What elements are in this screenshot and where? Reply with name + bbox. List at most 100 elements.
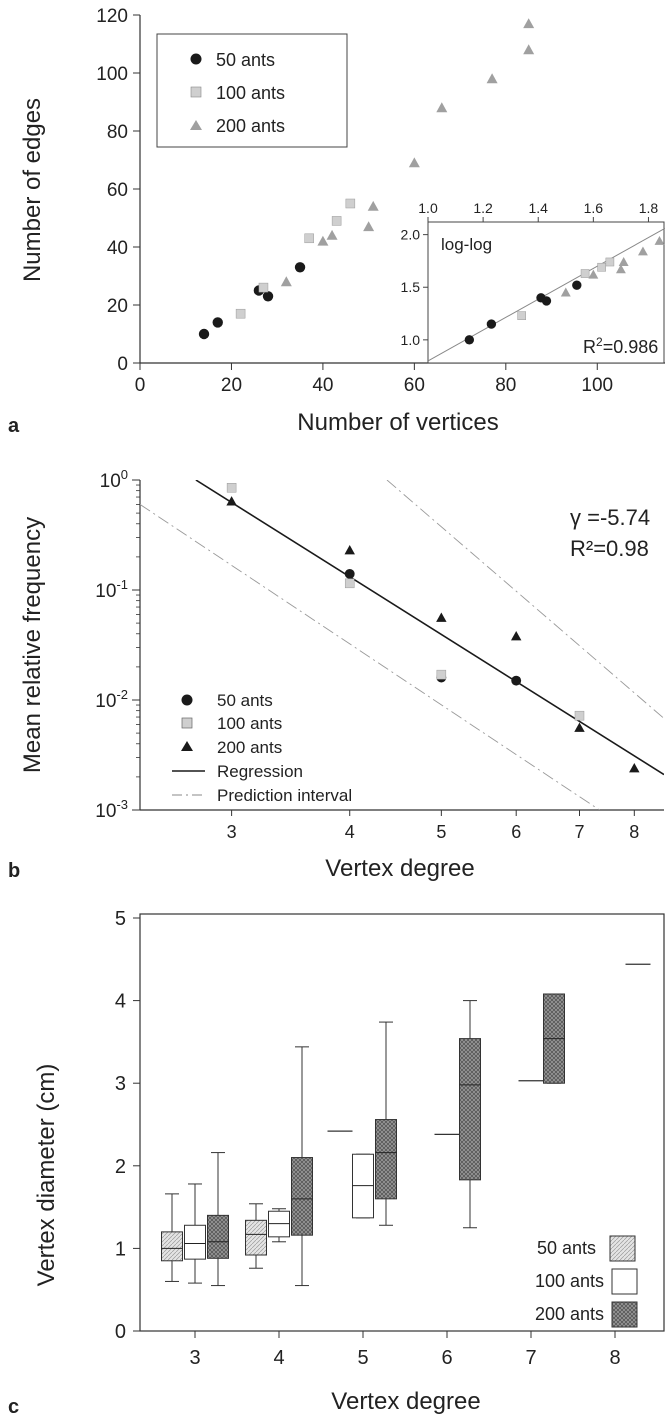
- inset-x-tick-label: 1.6: [584, 200, 604, 216]
- panel-b-y-tick-label: 10-2: [95, 687, 128, 712]
- legend-marker-50-ants: [190, 53, 202, 65]
- panel-a-point-200-ants: [363, 221, 375, 232]
- box-deg6-200-ants: [459, 1000, 481, 1229]
- panel-b-point-100-ants: [226, 483, 237, 493]
- panel-c-x-tick-label: 3: [189, 1347, 200, 1369]
- box-body: [459, 1038, 481, 1181]
- panel-a-x-tick-label: 20: [221, 375, 242, 396]
- panel-a-legend-label-50: 50 ants: [216, 50, 275, 70]
- panel-c-x-tick-label: 7: [525, 1347, 536, 1369]
- panel-a-point-200-ants: [436, 102, 448, 113]
- panel-a-point-100-ants: [235, 308, 246, 319]
- inset-point-50-ants: [541, 296, 552, 306]
- panel-b-label: b: [8, 860, 20, 882]
- panel-b-x-tick-label: 5: [436, 822, 446, 842]
- box-deg3-50-ants: [161, 1193, 183, 1282]
- panel-b-x-tick-label: 6: [511, 822, 521, 842]
- panel-c-plot: 0 1 2 3 4 5 3 4 5 6 7 8: [115, 908, 665, 1369]
- panel-a-x-tick-label: 0: [135, 375, 146, 396]
- inset-point-100-ants: [580, 269, 590, 278]
- panel-c-legend: 50 ants 100 ants 200 ants: [535, 1235, 638, 1328]
- box-body: [207, 1214, 229, 1259]
- inset-x-tick-label: 1.0: [418, 200, 438, 216]
- panel-b-x-tick-label: 7: [574, 822, 584, 842]
- panel-a-point-200-ants: [367, 200, 379, 211]
- panel-b-x-tick-label: 4: [345, 822, 355, 842]
- panel-a-label: a: [8, 415, 20, 437]
- panel-c-y-tick-label: 5: [115, 908, 126, 930]
- panel-a-xlabel: Number of vertices: [297, 409, 498, 436]
- panel-a-point-50-ants: [294, 262, 306, 273]
- panel-a-legend-label-100: 100 ants: [216, 83, 285, 103]
- legend-swatch-50-ants: [609, 1235, 636, 1262]
- inset-x-tick-label: 1.4: [528, 200, 548, 216]
- panel-c-y-tick-label: 3: [115, 1073, 126, 1095]
- panel-b-legend-label-prediction: Prediction interval: [217, 786, 352, 805]
- panel-b-point-200-ants: [510, 630, 522, 641]
- panel-a-plot: 0 20 40 60 80 100 0 20 40 60 80 100 120: [96, 6, 665, 396]
- panel-b-x-tick-label: 3: [227, 822, 237, 842]
- legend-marker-50-ants-b: [181, 694, 193, 706]
- panel-c-x-tick-label: 8: [609, 1347, 620, 1369]
- inset-plot: 1.0 1.2 1.4 1.6 1.8 1.0 1.5 2.0: [401, 200, 665, 364]
- inset-point-50-ants: [464, 335, 475, 345]
- panel-c-label: c: [8, 1396, 19, 1418]
- panel-b-point-200-ants: [629, 762, 640, 773]
- panel-b-r2-annotation: R²=0.98: [570, 536, 649, 561]
- box-deg5-100-ants: [352, 1153, 374, 1219]
- inset-x-tick-label: 1.8: [639, 200, 659, 216]
- panel-b-gamma-annotation: γ =-5.74: [570, 505, 650, 530]
- panel-c-x-tick-label: 5: [357, 1347, 368, 1369]
- panel-a-y-tick-label: 40: [107, 238, 128, 259]
- panel-a-y-tick-label: 100: [96, 64, 128, 85]
- panel-b-point-50-ants: [344, 568, 355, 579]
- panel-c-y-tick-label: 0: [115, 1321, 126, 1343]
- panel-a-point-50-ants: [212, 317, 223, 328]
- box-body: [161, 1231, 183, 1262]
- panel-a-point-200-ants: [326, 229, 338, 240]
- panel-a-point-200-ants: [523, 44, 535, 55]
- panel-a-point-200-ants: [408, 157, 420, 168]
- inset-y-tick-label: 1.0: [401, 332, 421, 348]
- panel-c-legend-label-100: 100 ants: [535, 1271, 604, 1291]
- inset-point-200-ants: [638, 246, 648, 256]
- panel-c-x-tick-label: 6: [441, 1347, 452, 1369]
- panel-a-point-100-ants: [258, 282, 269, 293]
- inset-point-50-ants: [572, 280, 582, 290]
- panel-a-ylabel: Number of edges: [19, 98, 46, 282]
- box-deg4-100-ants: [268, 1208, 290, 1243]
- panel-a-x-tick-label: 40: [312, 375, 333, 396]
- panel-a-point-200-ants: [523, 18, 535, 29]
- legend-swatch-100-ants: [611, 1268, 638, 1295]
- legend-swatch-200-ants: [611, 1301, 638, 1328]
- panel-a-y-tick-label: 60: [107, 180, 128, 201]
- panel-b-point-100-ants: [574, 710, 585, 721]
- inset-point-200-ants: [654, 235, 665, 245]
- panel-a-point-100-ants: [304, 233, 314, 244]
- panel-b: 3 4 5 6 7 8 100 10-1 10-2 10-3 b Vertex degree Me…: [8, 467, 664, 882]
- inset-y-tick-label: 1.5: [401, 279, 421, 295]
- inset-point-50-ants: [486, 319, 497, 329]
- panel-c-y-tick-label: 2: [115, 1156, 126, 1178]
- panel-a-point-100-ants: [331, 216, 342, 226]
- panel-b-prediction-upper: [386, 480, 664, 719]
- inset-title: log-log: [441, 235, 492, 254]
- inset-data: [428, 227, 665, 362]
- panel-b-point-200-ants: [436, 612, 447, 622]
- panel-a-legend: 50 ants 100 ants 200 ants: [156, 33, 348, 148]
- panel-a-y-tick-label: 80: [107, 122, 128, 143]
- panel-c-x-tick-label: 4: [273, 1347, 284, 1369]
- legend-marker-200-ants-b: [181, 741, 193, 751]
- legend-marker-100-ants-b: [181, 717, 193, 729]
- inset-point-100-ants: [605, 257, 615, 267]
- panel-b-point-200-ants: [574, 722, 585, 732]
- panel-b-ylabel: Mean relative frequency: [19, 517, 46, 773]
- panel-a-y-tick-label: 20: [107, 296, 128, 317]
- panel-b-point-50-ants: [511, 675, 522, 686]
- box-deg3-100-ants: [184, 1183, 206, 1284]
- panel-a: 0 20 40 60 80 100 0 20 40 60 80 100 120 a Number of …: [8, 6, 665, 437]
- panel-b-x-tick-label: 8: [629, 822, 639, 842]
- panel-c-y-tick-label: 1: [115, 1238, 126, 1260]
- panel-b-point-100-ants: [344, 578, 355, 589]
